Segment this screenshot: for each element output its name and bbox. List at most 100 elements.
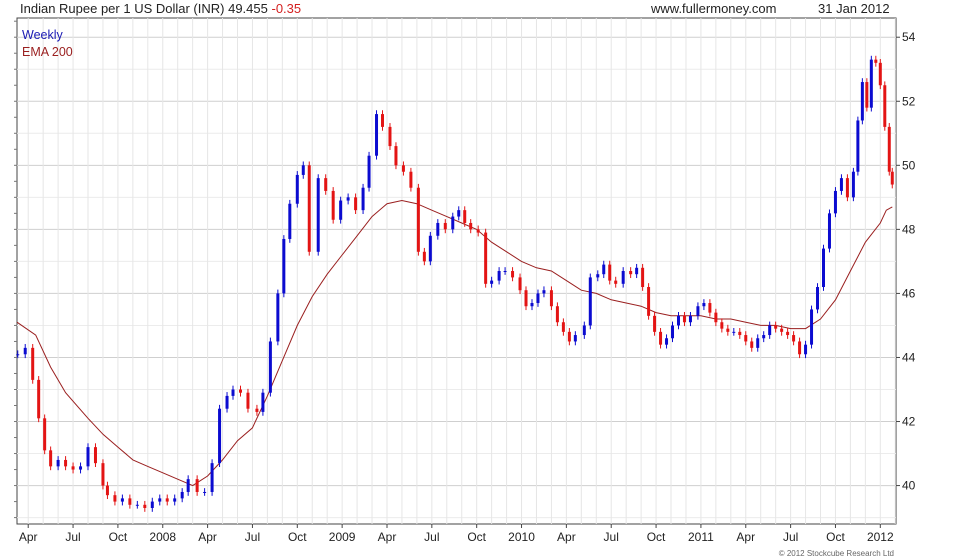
- weekly-bar: [804, 344, 808, 355]
- x-tick-label: Jul: [245, 530, 260, 544]
- weekly-bar: [629, 271, 633, 275]
- weekly-bar: [203, 491, 207, 493]
- weekly-bar: [331, 190, 335, 220]
- weekly-bar: [878, 62, 882, 86]
- weekly-bar: [732, 331, 736, 333]
- weekly-bar: [469, 222, 473, 230]
- weekly-bar: [79, 466, 83, 470]
- y-tick-label: 40: [902, 479, 916, 493]
- weekly-bar: [536, 293, 540, 304]
- chart-title: Indian Rupee per 1 US Dollar (INR) 49.45…: [20, 0, 301, 18]
- weekly-bar: [101, 463, 105, 486]
- weekly-bar: [665, 338, 669, 345]
- x-tick-label: Apr: [19, 530, 38, 544]
- weekly-bar: [261, 392, 265, 412]
- y-tick-label: 44: [902, 350, 916, 364]
- weekly-bar: [37, 379, 41, 419]
- weekly-bar: [31, 347, 35, 380]
- weekly-bar: [596, 274, 600, 278]
- legend-ema: EMA 200: [22, 45, 73, 59]
- weekly-bar: [750, 341, 754, 348]
- x-tick-label: 2010: [508, 530, 535, 544]
- weekly-bar: [614, 280, 618, 284]
- weekly-bar: [744, 335, 748, 342]
- weekly-bar: [573, 335, 577, 342]
- weekly-bar: [463, 210, 467, 223]
- x-tick-label: Oct: [467, 530, 486, 544]
- weekly-bar: [93, 447, 97, 464]
- x-tick-label: 2012: [867, 530, 894, 544]
- y-tick-label: 42: [902, 415, 916, 429]
- x-tick-label: 2011: [688, 530, 714, 544]
- weekly-bar: [887, 126, 891, 172]
- weekly-bar: [688, 315, 692, 323]
- weekly-bar: [696, 306, 700, 316]
- weekly-bar: [518, 277, 522, 291]
- weekly-bar: [86, 447, 90, 467]
- weekly-bar: [810, 309, 814, 345]
- weekly-bar: [682, 315, 686, 323]
- weekly-bar: [255, 408, 259, 412]
- weekly-bar: [602, 264, 606, 275]
- weekly-bar: [268, 341, 272, 393]
- weekly-bar: [845, 178, 849, 198]
- weekly-bar: [561, 322, 565, 332]
- copyright-credit: © 2012 Stockcube Research Ltd: [779, 549, 894, 558]
- weekly-bar: [542, 290, 546, 294]
- x-tick-label: Oct: [826, 530, 845, 544]
- x-tick-label: Apr: [198, 530, 217, 544]
- weekly-bar: [890, 171, 894, 185]
- weekly-bar: [316, 178, 320, 252]
- weekly-bar: [865, 82, 869, 108]
- weekly-bar: [295, 174, 299, 204]
- weekly-bar: [120, 498, 124, 502]
- weekly-bar: [218, 408, 222, 464]
- weekly-bar: [588, 277, 592, 326]
- weekly-bar: [165, 498, 169, 502]
- weekly-bar: [246, 392, 250, 409]
- weekly-bar: [726, 328, 730, 332]
- weekly-bar: [451, 216, 455, 230]
- weekly-bar: [401, 165, 405, 172]
- weekly-bar: [422, 251, 426, 262]
- weekly-bar: [827, 213, 831, 249]
- weekly-bar: [647, 287, 651, 316]
- weekly-bar: [282, 238, 286, 294]
- weekly-bar: [173, 498, 177, 502]
- x-tick-label: Apr: [557, 530, 576, 544]
- weekly-bar: [180, 491, 184, 499]
- weekly-bar: [409, 171, 413, 188]
- y-axis: 40 42 44 46 48 50 52 54: [14, 20, 916, 519]
- x-tick-label: Oct: [109, 530, 128, 544]
- weekly-bar: [786, 331, 790, 336]
- plot-frame: [16, 17, 897, 525]
- weekly-bar: [361, 187, 365, 211]
- weekly-bar: [71, 466, 75, 470]
- weekly-bar: [428, 235, 432, 262]
- weekly-bar: [225, 395, 229, 409]
- x-tick-label: Oct: [647, 530, 666, 544]
- weekly-bar: [524, 290, 528, 307]
- weekly-bar: [641, 267, 645, 288]
- weekly-bar: [860, 82, 864, 121]
- weekly-bar: [490, 280, 494, 284]
- weekly-bar: [702, 303, 706, 307]
- weekly-bar: [64, 459, 68, 467]
- weekly-bar: [443, 222, 447, 230]
- gridlines: [17, 18, 896, 524]
- weekly-bar: [856, 120, 860, 172]
- weekly-bar: [621, 271, 625, 284]
- weekly-bar: [659, 331, 663, 345]
- weekly-bar: [497, 271, 501, 281]
- weekly-bar: [874, 59, 878, 63]
- weekly-bar: [135, 504, 139, 506]
- weekly-bar: [105, 485, 109, 496]
- weekly-bar: [143, 504, 147, 508]
- weekly-bar: [555, 306, 559, 323]
- weekly-bar: [324, 178, 328, 191]
- weekly-bar: [608, 264, 612, 281]
- weekly-bar: [792, 335, 796, 342]
- weekly-bar: [798, 341, 802, 355]
- website-label[interactable]: www.fullermoney.com: [651, 1, 777, 16]
